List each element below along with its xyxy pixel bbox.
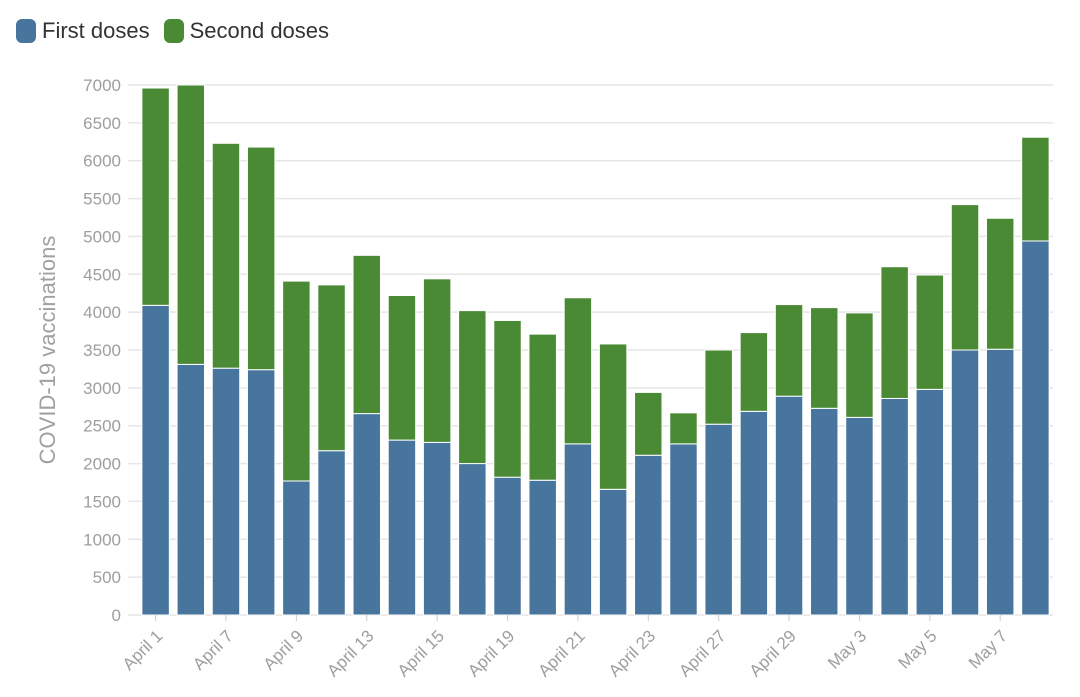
bar-second-doses-15[interactable] — [669, 412, 698, 445]
bar-first-doses-8[interactable] — [422, 441, 452, 616]
y-tick-label-4500: 4500 — [83, 265, 121, 284]
bar-second-doses-0[interactable] — [141, 87, 170, 306]
y-tick-label-3000: 3000 — [83, 379, 121, 398]
bar-first-doses-13[interactable] — [598, 488, 628, 616]
bar-first-doses-1[interactable] — [176, 363, 206, 616]
x-tick-label-10: April 19 — [464, 626, 518, 680]
first-doses-label: First doses — [42, 18, 150, 43]
bar-first-doses-14[interactable] — [634, 454, 663, 616]
bar-first-doses-23[interactable] — [950, 349, 980, 616]
first-doses-swatch — [16, 19, 36, 43]
bar-first-doses-10[interactable] — [493, 476, 522, 616]
bar-first-doses-4[interactable] — [282, 480, 311, 616]
bar-second-doses-12[interactable] — [563, 297, 593, 445]
legend-item-second-doses[interactable]: Second doses — [163, 18, 330, 44]
bar-second-doses-4[interactable] — [282, 280, 311, 482]
bar-first-doses-11[interactable] — [528, 479, 557, 616]
bar-first-doses-17[interactable] — [739, 410, 769, 616]
bar-second-doses-17[interactable] — [739, 332, 769, 412]
x-tick-label-2: April 7 — [189, 626, 237, 674]
bars — [141, 84, 1050, 616]
bar-second-doses-1[interactable] — [176, 84, 206, 365]
bar-second-doses-22[interactable] — [915, 274, 945, 390]
y-tick-label-2000: 2000 — [83, 455, 121, 474]
x-tick-label-14: April 23 — [605, 626, 659, 680]
y-tick-label-5000: 5000 — [83, 227, 121, 246]
bar-second-doses-18[interactable] — [774, 304, 804, 397]
y-tick-label-4000: 4000 — [83, 303, 121, 322]
bar-second-doses-6[interactable] — [352, 254, 381, 415]
y-tick-label-3500: 3500 — [83, 341, 121, 360]
second-doses-label: Second doses — [189, 18, 330, 43]
bar-second-doses-5[interactable] — [317, 284, 346, 452]
y-tick-label-500: 500 — [93, 568, 121, 587]
bar-second-doses-11[interactable] — [528, 333, 557, 481]
bar-second-doses-25[interactable] — [1021, 136, 1050, 242]
bar-first-doses-25[interactable] — [1021, 240, 1050, 616]
bar-first-doses-15[interactable] — [669, 443, 698, 616]
bar-second-doses-20[interactable] — [845, 312, 874, 418]
bar-first-doses-18[interactable] — [774, 395, 804, 616]
bar-first-doses-21[interactable] — [880, 397, 909, 616]
y-tick-label-6000: 6000 — [83, 152, 121, 171]
bar-first-doses-0[interactable] — [141, 304, 170, 616]
y-tick-label-1000: 1000 — [83, 530, 121, 549]
bar-second-doses-7[interactable] — [387, 294, 417, 441]
x-tick-label-12: April 21 — [535, 626, 589, 680]
bar-second-doses-21[interactable] — [880, 266, 909, 399]
x-axis-ticks: April 1 April 7 April 9 April 13 April 15 Apr… — [119, 615, 1011, 681]
bar-first-doses-7[interactable] — [387, 439, 417, 616]
y-tick-label-2500: 2500 — [83, 417, 121, 436]
y-tick-label-5500: 5500 — [83, 190, 121, 209]
bar-second-doses-19[interactable] — [810, 307, 839, 409]
bar-first-doses-24[interactable] — [985, 348, 1015, 616]
x-tick-label-6: April 13 — [323, 626, 377, 680]
bar-second-doses-14[interactable] — [634, 391, 663, 456]
x-tick-label-16: April 27 — [675, 626, 729, 680]
bar-second-doses-13[interactable] — [598, 343, 628, 490]
x-tick-label-22: May 5 — [894, 626, 940, 672]
legend: First doses Second doses — [16, 18, 343, 44]
bar-first-doses-3[interactable] — [246, 369, 276, 616]
y-tick-label-1500: 1500 — [83, 492, 121, 511]
bar-first-doses-9[interactable] — [458, 463, 487, 616]
bar-first-doses-16[interactable] — [704, 423, 733, 616]
bar-first-doses-5[interactable] — [317, 450, 346, 616]
x-tick-label-8: April 15 — [394, 626, 448, 680]
bar-first-doses-12[interactable] — [563, 443, 593, 616]
bar-second-doses-9[interactable] — [458, 310, 487, 465]
bar-second-doses-2[interactable] — [211, 142, 241, 369]
legend-item-first-doses[interactable]: First doses — [16, 18, 150, 44]
x-tick-label-0: April 1 — [119, 626, 167, 674]
bar-second-doses-24[interactable] — [985, 217, 1015, 350]
y-axis-ticks: 0 500 1000 1500 2000 2500 3000 3500 4000 4500 5000… — [83, 76, 121, 625]
y-tick-label-0: 0 — [112, 606, 121, 625]
second-doses-swatch — [163, 19, 184, 43]
x-tick-label-24: May 7 — [965, 626, 1011, 672]
bar-first-doses-22[interactable] — [915, 388, 945, 616]
y-axis-title: COVID-19 vaccinations — [35, 236, 60, 465]
bar-second-doses-3[interactable] — [246, 146, 276, 371]
bar-first-doses-2[interactable] — [211, 367, 241, 616]
y-tick-label-7000: 7000 — [83, 76, 121, 95]
x-tick-label-20: May 3 — [824, 626, 870, 672]
bar-second-doses-16[interactable] — [704, 349, 733, 425]
bar-first-doses-20[interactable] — [845, 416, 874, 616]
bar-second-doses-23[interactable] — [950, 204, 980, 351]
bar-second-doses-10[interactable] — [493, 319, 522, 478]
bar-first-doses-19[interactable] — [810, 407, 839, 616]
x-tick-label-4: April 9 — [260, 626, 308, 674]
y-tick-label-6500: 6500 — [83, 114, 121, 133]
bar-second-doses-8[interactable] — [422, 278, 452, 443]
bar-first-doses-6[interactable] — [352, 413, 381, 616]
x-tick-label-18: April 29 — [746, 626, 800, 680]
